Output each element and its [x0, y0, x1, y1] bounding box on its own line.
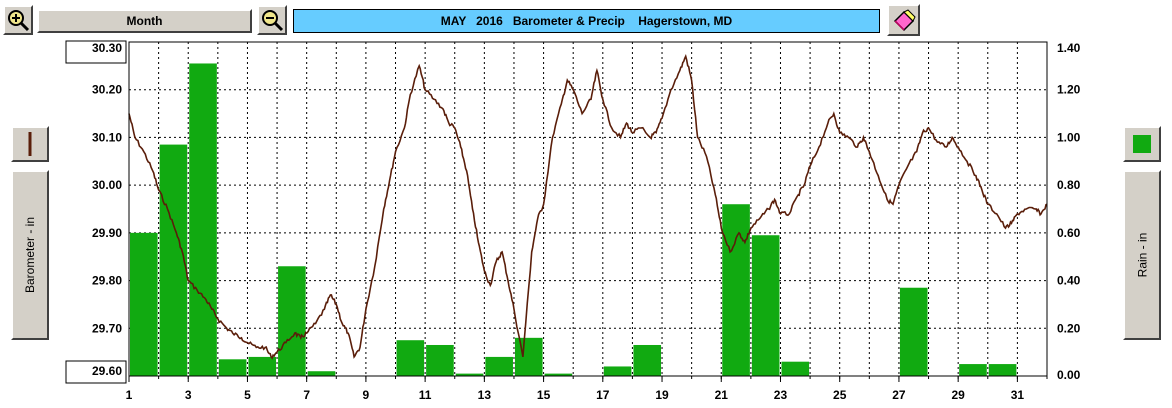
x-axis-tick-label: 1: [126, 388, 133, 402]
rain-bar: [781, 361, 810, 376]
right-axis-tick-label: 1.20: [1057, 83, 1081, 97]
period-label: Month: [126, 14, 163, 28]
rain-bar: [159, 144, 188, 376]
rain-bar: [455, 373, 484, 376]
rain-bar: [396, 340, 425, 376]
x-axis-tick-label: 17: [596, 388, 610, 402]
zoom-in-magnifier-icon: [8, 10, 30, 32]
right-axis-tick-label: 0.60: [1057, 226, 1081, 240]
left-axis-tick-label: 30.00: [92, 178, 122, 192]
rain-bar: [248, 356, 277, 376]
period-button[interactable]: Month: [37, 9, 252, 33]
rain-bar: [633, 344, 662, 376]
left-axis-tick-label: 29.90: [92, 226, 122, 240]
eraser-icon: [893, 9, 916, 32]
left-axis-tick-label: 29.70: [92, 321, 122, 335]
rain-bar: [218, 359, 247, 376]
rain-bar: [751, 235, 780, 376]
rain-bar: [988, 364, 1017, 376]
zoom-in-button[interactable]: [3, 5, 33, 35]
rain-legend-swatch[interactable]: [1123, 126, 1161, 162]
rain-axis-label: Rain - in: [1135, 232, 1149, 278]
x-axis-tick-label: 11: [419, 388, 432, 402]
zoom-out-magnifier-icon: [262, 10, 284, 32]
left-axis-tick-label: 29.60: [92, 364, 122, 378]
rain-bar: [130, 232, 158, 376]
rain-bar: [603, 366, 632, 376]
rain-bar: [485, 356, 513, 376]
left-axis-bottom-box: [65, 360, 127, 384]
right-axis-tick-label: 0.80: [1057, 178, 1081, 192]
x-axis-tick-label: 27: [892, 388, 906, 402]
x-axis-tick-label: 19: [655, 388, 669, 402]
x-axis-tick-label: 5: [244, 388, 251, 402]
chart-title: MAY 2016 Barometer & Precip Hagerstown, …: [440, 14, 733, 28]
x-axis-tick-label: 25: [833, 388, 847, 402]
x-axis-tick-label: 23: [774, 388, 788, 402]
rain-bar: [544, 373, 573, 376]
right-axis-tick-label: 0.20: [1057, 321, 1081, 335]
rain-bar: [899, 287, 928, 376]
x-axis-tick-label: 7: [303, 388, 310, 402]
right-axis-tick-label: 1.00: [1057, 130, 1081, 144]
barometer-axis-button[interactable]: Barometer - in: [11, 170, 49, 340]
left-axis-tick-label: 30.10: [92, 130, 122, 144]
x-axis-tick-label: 9: [363, 388, 370, 402]
left-axis-top-box: [65, 40, 127, 64]
rain-bar: [426, 344, 454, 376]
left-axis-tick-label: 29.80: [92, 274, 122, 288]
x-axis-tick-label: 3: [185, 388, 192, 402]
right-axis-tick-label: 0.40: [1057, 274, 1081, 288]
rain-bar-swatch-icon: [1133, 135, 1151, 153]
right-axis-tick-label: 0.00: [1057, 368, 1081, 382]
left-axis-tick-label: 30.30: [92, 41, 122, 55]
right-axis-tick-label: 1.40: [1057, 41, 1081, 55]
barometer-line: [128, 53, 1048, 360]
rain-bar: [278, 266, 306, 376]
plot-border: [128, 41, 1048, 377]
barometer-line-swatch-icon: [28, 132, 32, 156]
rain-bar: [307, 371, 336, 376]
left-axis-tick-label: 30.20: [92, 83, 122, 97]
x-axis-tick-label: 21: [715, 388, 729, 402]
rain-axis-button[interactable]: Rain - in: [1123, 170, 1161, 340]
x-axis-tick-label: 29: [951, 388, 965, 402]
x-axis-tick-label: 31: [1011, 388, 1025, 402]
x-axis-tick-label: 15: [537, 388, 551, 402]
x-axis-tick-label: 13: [478, 388, 492, 402]
rain-bar: [959, 364, 987, 376]
barometer-legend-swatch[interactable]: [11, 126, 49, 162]
barometer-axis-label: Barometer - in: [23, 216, 37, 294]
rain-bar: [189, 63, 217, 376]
rain-bar: [722, 204, 750, 376]
chart-title-bar: MAY 2016 Barometer & Precip Hagerstown, …: [293, 9, 880, 33]
eraser-button[interactable]: [887, 4, 920, 36]
rain-bar: [514, 337, 543, 376]
zoom-out-button[interactable]: [257, 5, 287, 35]
